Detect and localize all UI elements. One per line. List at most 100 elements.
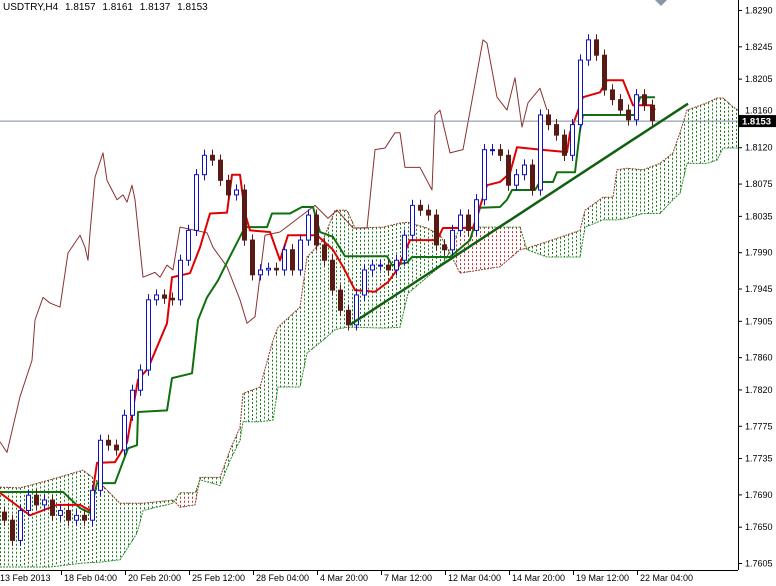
x-tick-label: 4 Mar 20:00: [320, 573, 368, 583]
candle: [50, 494, 55, 522]
candle: [170, 292, 175, 306]
candle: [370, 259, 375, 276]
candle: [82, 509, 87, 526]
y-tick-label: 1.7860: [745, 353, 773, 363]
candle-body: [106, 439, 111, 446]
open-value: 1.8157: [65, 2, 96, 13]
candle-body: [474, 199, 479, 231]
candle: [250, 234, 255, 281]
candle-body: [418, 204, 423, 211]
candle: [522, 159, 527, 181]
candle-body: [378, 264, 383, 267]
candle: [122, 409, 127, 456]
x-tick-label: 7 Mar 12:00: [384, 573, 432, 583]
candle: [194, 169, 199, 237]
candle: [402, 229, 407, 266]
candle: [282, 244, 287, 276]
candle-body: [18, 510, 23, 541]
candle: [258, 264, 263, 281]
x-tick-label: 28 Feb 04:00: [256, 573, 309, 583]
candle: [18, 504, 23, 547]
candle: [418, 199, 423, 216]
candle-body: [466, 214, 471, 231]
y-tick-label: 1.7945: [745, 284, 773, 294]
candle: [618, 93, 623, 116]
candle-body: [538, 114, 543, 191]
candle-body: [226, 179, 231, 196]
candle-body: [146, 299, 151, 371]
y-tick-label: 1.7775: [745, 421, 773, 431]
candle-body: [298, 239, 303, 271]
candle: [378, 259, 383, 271]
candle: [186, 224, 191, 266]
symbol-label: USDTRY,H4: [3, 2, 59, 13]
candle: [306, 209, 311, 246]
candle: [498, 144, 503, 161]
candle: [578, 54, 583, 131]
candle: [2, 506, 7, 526]
candle-body: [242, 189, 247, 241]
candle: [226, 174, 231, 201]
ichimoku-cloud: [0, 97, 738, 568]
candle: [210, 149, 215, 166]
candle: [602, 49, 607, 96]
candle: [538, 109, 543, 196]
candle-body: [114, 444, 119, 451]
candle: [434, 209, 439, 251]
chikou-span-line: [0, 39, 548, 453]
chart-title: USDTRY,H4 1.8157 1.8161 1.8137 1.8153: [3, 2, 212, 13]
plot-area: [0, 34, 738, 568]
candle: [178, 254, 183, 306]
candle-body: [290, 249, 295, 271]
price-axis: 1.8290 1.8245 1.8205 1.8160 1.8120 1.8075 1.80…: [738, 6, 773, 569]
candle: [642, 89, 647, 111]
candle-body: [442, 244, 447, 251]
candle-body: [122, 414, 127, 451]
close-value: 1.8153: [177, 2, 208, 13]
candle-body: [386, 264, 391, 271]
candle: [482, 144, 487, 206]
x-tick-label: 13 Feb 2013: [0, 573, 51, 583]
candle-body: [162, 294, 167, 299]
candle-body: [58, 510, 63, 516]
chart-shift-marker-icon[interactable]: [655, 0, 667, 6]
high-value: 1.8161: [102, 2, 133, 13]
candle: [546, 109, 551, 131]
candle-body: [610, 89, 615, 101]
candle-body: [482, 149, 487, 201]
candle-body: [74, 514, 79, 521]
candle: [466, 209, 471, 237]
candle: [442, 239, 447, 256]
candle: [10, 514, 15, 547]
candle: [386, 259, 391, 276]
candle-body: [66, 510, 71, 521]
candle-body: [50, 499, 55, 516]
x-tick-label: 12 Mar 04:00: [448, 573, 501, 583]
candle-body: [2, 511, 7, 521]
candle: [426, 204, 431, 221]
low-value: 1.8137: [139, 2, 171, 13]
trendline[interactable]: [349, 102, 689, 326]
candle-body: [458, 214, 463, 231]
candle: [514, 169, 519, 191]
candle-body: [194, 174, 199, 231]
candle: [290, 244, 295, 276]
candle: [34, 489, 39, 511]
candle-body: [530, 164, 535, 191]
candle: [650, 99, 655, 127]
candle-body: [570, 124, 575, 156]
candle-body: [82, 514, 87, 521]
candle: [154, 289, 159, 306]
y-tick-label: 1.7820: [745, 385, 773, 395]
candle: [114, 439, 119, 456]
candle: [138, 364, 143, 396]
y-tick-label: 1.7690: [745, 490, 773, 500]
candle-body: [394, 259, 399, 271]
candle: [410, 199, 415, 241]
candle-body: [514, 174, 519, 186]
candle: [610, 84, 615, 106]
candle-body: [314, 214, 319, 246]
y-tick-label: 1.7990: [745, 248, 773, 258]
candle-body: [586, 39, 591, 61]
